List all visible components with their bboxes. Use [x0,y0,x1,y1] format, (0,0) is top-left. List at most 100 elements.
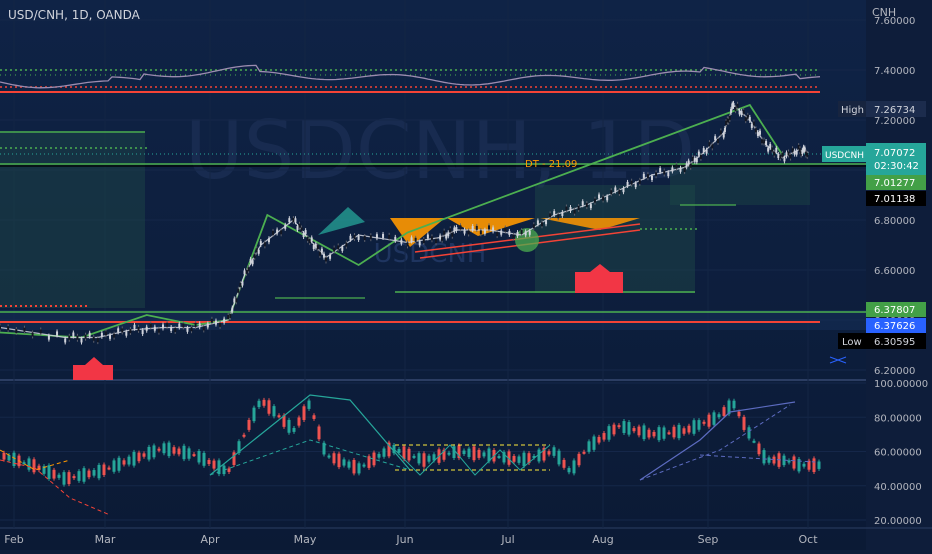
osc-candle [532,455,536,458]
osc-candle [512,455,516,462]
candle-body [663,170,666,175]
current-value-box [866,143,926,175]
candle-body [318,251,321,256]
candle-body [210,318,213,323]
osc-candle [732,400,736,409]
osc-candle [762,450,766,464]
candle-body [302,233,305,238]
candle-body [463,229,466,234]
candle-body [320,248,323,253]
candle-body [748,116,751,121]
candle-body [719,130,722,135]
candle-body [569,207,572,212]
candle-body [771,147,774,152]
candle-body [589,204,592,209]
candle-body [363,235,366,240]
candle-body [312,245,315,250]
candle-body [294,218,297,223]
candle-body [157,328,160,333]
candle-body [298,223,301,228]
osc-candle [622,421,626,433]
osc-candle [702,421,706,424]
candle-body [732,102,735,107]
candle-body [104,331,107,336]
candle-body [638,179,641,184]
high-value: 7.26734 [874,105,915,116]
osc-candle [52,469,56,479]
osc-candle [152,445,156,458]
candle-body [593,198,596,203]
osc-candle [197,450,201,463]
candle-body [738,110,741,115]
candle-body [414,237,417,242]
osc-candle [232,452,236,465]
candle-body [516,232,519,237]
low-value: 6.30595 [874,337,915,348]
osc-candle [412,455,416,458]
tag-637626: 6.37626 [866,318,926,333]
candle-body [785,152,788,157]
candle-body [300,227,303,232]
osc-candle [722,407,726,416]
candle-body [239,282,242,287]
candle-body [369,235,372,240]
cross-marker [829,356,847,364]
candle-body [779,154,782,159]
candle-body [214,320,217,325]
level-layer [0,131,866,323]
candle-body [699,154,702,159]
candle-body [341,246,344,251]
candle-body [125,331,128,336]
osc-candle [257,400,261,408]
osc-candle [562,459,566,468]
pattern-layer [0,103,847,380]
osc-candle [442,449,446,460]
candle-body [777,154,780,159]
candle-body [695,158,698,163]
osc-candle [162,443,166,454]
demand-zone [0,133,145,308]
osc-candle [662,427,666,439]
osc-candle [727,400,731,415]
osc-candle [372,452,376,466]
candle-body [577,205,580,210]
low-tag: Low 6.30595 [838,333,926,349]
osc-candle [242,434,246,437]
candle-body [797,145,800,150]
candle-body [769,144,772,149]
candle-body [626,181,629,186]
high-tag: High 7.26734 [838,101,926,117]
osc-candle [542,447,546,461]
candle-body [744,117,747,122]
candle-body [453,227,456,232]
candle-body [549,213,552,218]
tag-701277-value: 7.01277 [874,178,915,189]
candle-body [288,218,291,223]
candle-body [714,136,717,141]
y-tick-label: 6.80000 [874,216,915,227]
osc-candle [112,460,116,472]
candle-body [182,323,185,328]
osc-candle [757,443,761,455]
candle-body [697,151,700,156]
osc-candle [207,459,211,464]
tag-637807-box [866,302,926,317]
candle-body [651,175,653,180]
osc-candle [237,441,241,453]
osc-candle [297,417,301,426]
osc-candle [567,468,571,473]
osc-candle [247,419,251,430]
candle-body [141,330,144,335]
chart-title: USD/CNH, 1D, OANDA [8,8,141,22]
candle-body [223,318,226,323]
osc-candle [667,432,671,435]
candle-body [728,115,731,120]
candle-body [758,130,761,135]
candle-body [443,230,446,235]
osc-candle [402,446,406,460]
candle-body [257,249,260,254]
candle-body [68,335,71,340]
osc-candle [12,452,16,466]
candle-body [614,187,617,192]
osc-pattern [639,404,791,481]
